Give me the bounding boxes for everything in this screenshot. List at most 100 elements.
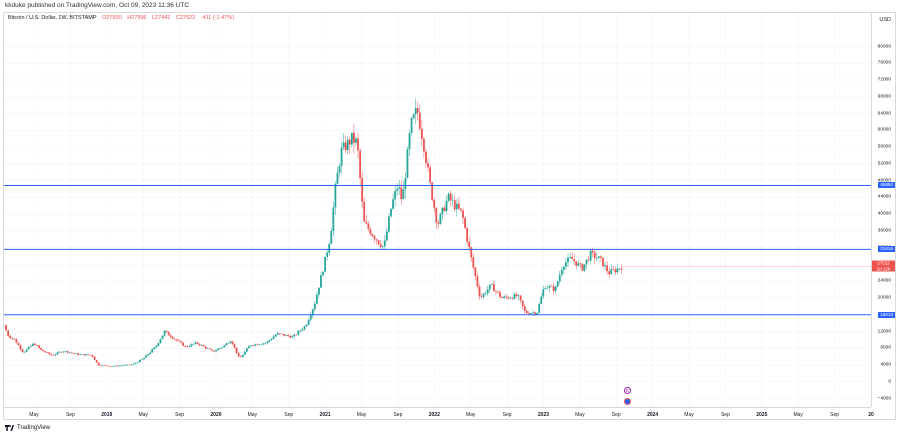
candle-body (299, 330, 302, 332)
time-axis[interactable]: May Sep 2019 May Sep 2020 May Sep 2021 May Sep 2022… (4, 407, 874, 420)
candle-body (159, 339, 162, 344)
candle-body (190, 344, 193, 347)
candle-body (375, 239, 378, 241)
candle-body (505, 296, 508, 298)
candle-body (147, 354, 149, 356)
candle-body (73, 353, 75, 354)
candle-body (525, 310, 528, 314)
candle-body (365, 221, 368, 224)
candle-body (431, 182, 434, 201)
flag-icon[interactable] (624, 398, 631, 405)
brand-footer[interactable]: TradingView (5, 425, 50, 431)
candle-body (171, 337, 174, 339)
candle-body (161, 335, 164, 340)
candle-body (95, 359, 98, 363)
candle-body (149, 352, 152, 355)
x-tick-label: Sep (502, 412, 512, 418)
candle-body (503, 296, 506, 299)
candle-body (66, 351, 69, 353)
candle-body (169, 335, 172, 338)
y-tick-label: 76000 (877, 60, 891, 66)
y-tick-label: 8000 (880, 345, 891, 351)
candle-body (268, 340, 271, 342)
candle-body (128, 364, 131, 366)
candle-body (604, 265, 606, 267)
x-tick-label: May (793, 412, 803, 418)
candle-body (40, 347, 42, 350)
candle-body (439, 213, 442, 224)
candle-body (606, 265, 609, 272)
candle-body (262, 343, 265, 345)
candle-body (184, 345, 187, 347)
candle-body (536, 312, 539, 315)
candle-body (460, 208, 462, 211)
low-value: L27442 (152, 15, 171, 21)
candle-body (165, 330, 168, 332)
candle-body (219, 347, 222, 349)
candle-body (200, 345, 203, 346)
candle-body (476, 276, 479, 287)
candle-body (334, 183, 337, 208)
candle-body (50, 354, 53, 356)
candle-body (297, 331, 300, 335)
candle-body (575, 261, 578, 266)
candle-body (250, 345, 252, 347)
y-tick-label: 56000 (877, 144, 891, 150)
candle-body (478, 286, 481, 297)
y-tick-label: 40000 (877, 211, 891, 217)
candle-body (602, 257, 604, 267)
candle-body (423, 138, 425, 152)
candle-body (340, 147, 343, 167)
candle-body (194, 342, 197, 344)
candle-body (453, 200, 456, 210)
candle-body (64, 351, 67, 352)
candle-body (614, 269, 617, 273)
symbol-title: Bitcoin / U.S. Dollar, 1W, BITSTAMP (8, 15, 97, 21)
candle-body (307, 319, 310, 325)
candle-body (429, 167, 431, 183)
candle-body (587, 259, 590, 261)
y-tick-label: 80000 (877, 44, 891, 50)
candle-body (474, 267, 477, 277)
candle-body (85, 354, 88, 356)
candle-body (108, 366, 110, 367)
dividend-icon[interactable]: E (624, 387, 631, 394)
candle-body (583, 264, 586, 271)
candle-body (46, 352, 49, 353)
candle-body (420, 128, 423, 139)
candle-body (544, 288, 547, 290)
candle-body (597, 256, 600, 259)
y-tick-label: 20000 (877, 295, 891, 301)
x-tick-label: 2021 (319, 412, 331, 418)
candle-body (132, 363, 135, 365)
candle-body (31, 343, 34, 346)
candle-body (462, 210, 464, 218)
candle-body (75, 353, 77, 354)
candle-body (486, 289, 489, 294)
candle-body (336, 172, 339, 184)
candle-body (447, 193, 450, 201)
candle-body (9, 335, 12, 339)
y-tick-label: 0 (888, 379, 891, 385)
candle-body (25, 349, 28, 352)
candle-body (270, 338, 273, 341)
candle-body (404, 177, 407, 190)
x-tick-label: 20 (868, 412, 874, 418)
candle-body (521, 300, 524, 307)
candle-body (23, 351, 26, 353)
candle-body (283, 334, 285, 336)
candle-body (379, 243, 382, 247)
candle-body (116, 365, 119, 367)
x-tick-label: Sep (720, 412, 730, 418)
price-axis[interactable]: USD −40000400080001200016000200002400028… (871, 13, 896, 407)
price-chart[interactable] (4, 13, 871, 407)
candle-body (348, 139, 351, 145)
candle-body (81, 354, 84, 355)
y-tick-label: 48000 (877, 178, 891, 184)
candle-body (573, 258, 576, 262)
candle-body (359, 150, 362, 178)
y-tick-label: 44000 (877, 194, 891, 200)
candle-body (355, 138, 357, 143)
candle-body (260, 344, 263, 345)
symbol-legend[interactable]: Bitcoin / U.S. Dollar, 1W, BITSTAMP O279… (8, 15, 238, 21)
